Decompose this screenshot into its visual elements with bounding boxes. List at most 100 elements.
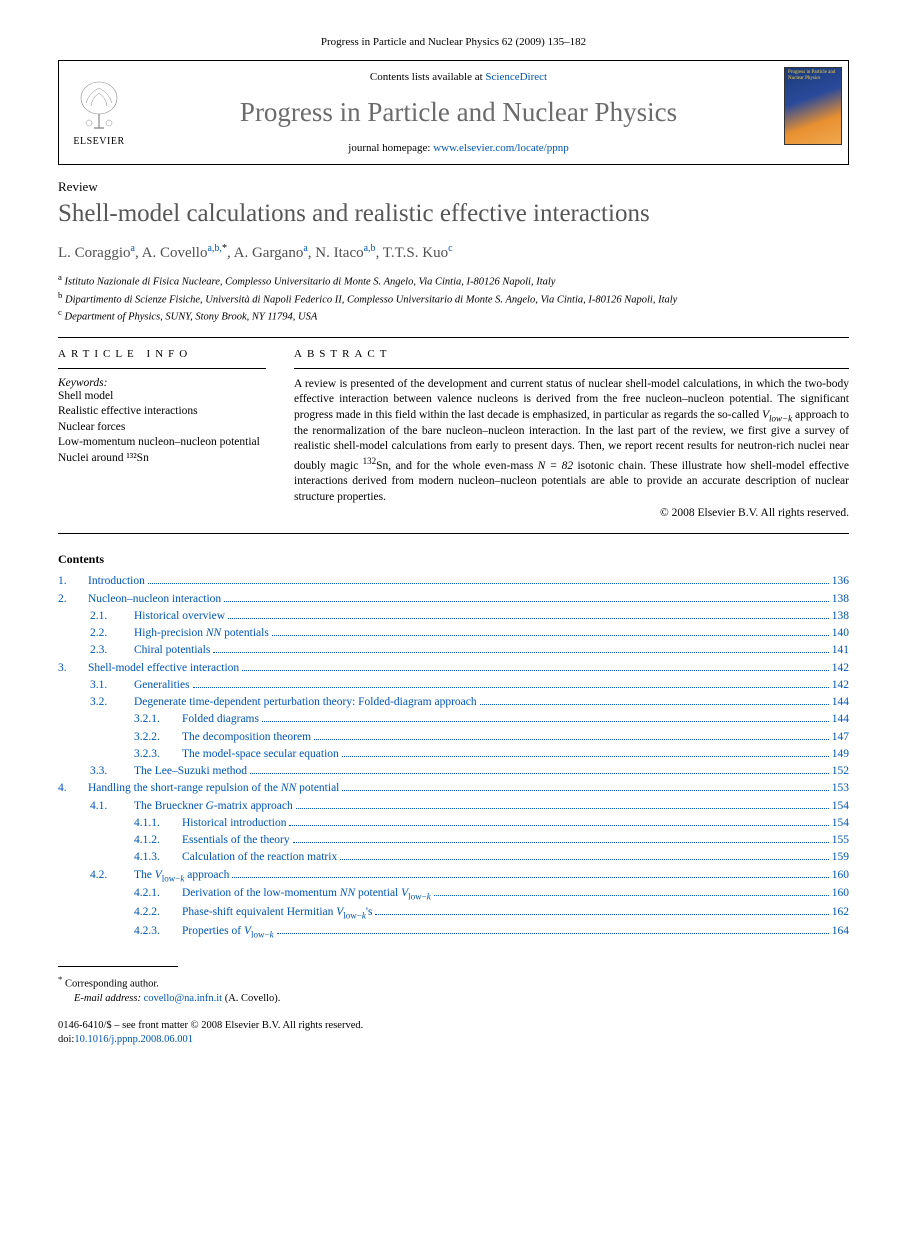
- toc-page: 153: [832, 780, 849, 797]
- abstract-heading: ABSTRACT: [294, 348, 849, 360]
- toc-entry[interactable]: 4.2.The Vlow−k approach 160: [58, 867, 849, 886]
- toc-leader-dots: [232, 877, 828, 878]
- toc-number: 2.: [58, 591, 88, 608]
- toc-title: Generalities: [134, 677, 190, 694]
- toc-page: 144: [832, 694, 849, 711]
- toc-entry[interactable]: 4.1.2.Essentials of the theory155: [58, 832, 849, 849]
- toc-title: Folded diagrams: [182, 711, 259, 728]
- keywords-label: Keywords:: [58, 377, 266, 389]
- toc-entry[interactable]: 4.1.The Brueckner G-matrix approach154: [58, 798, 849, 815]
- toc-title: Nucleon–nucleon interaction: [88, 591, 221, 608]
- toc-title: Handling the short-range repulsion of th…: [88, 780, 339, 797]
- affiliation-c: c Department of Physics, SUNY, Stony Bro…: [58, 307, 849, 323]
- toc-title: Chiral potentials: [134, 642, 210, 659]
- toc-title: Properties of Vlow−k: [182, 923, 274, 942]
- toc-entry[interactable]: 2.Nucleon–nucleon interaction138: [58, 591, 849, 608]
- toc-entry[interactable]: 3.1.Generalities 142: [58, 677, 849, 694]
- toc-title: Phase-shift equivalent Hermitian Vlow−k'…: [182, 904, 372, 923]
- author: N. Itacoa,b: [315, 245, 375, 261]
- toc-page: 136: [832, 573, 849, 590]
- toc-page: 154: [832, 815, 849, 832]
- toc-leader-dots: [289, 825, 828, 826]
- toc-entry[interactable]: 2.3.Chiral potentials141: [58, 642, 849, 659]
- toc-entry[interactable]: 3.2.Degenerate time-dependent perturbati…: [58, 694, 849, 711]
- toc-title: High-precision NN potentials: [134, 625, 269, 642]
- sciencedirect-link[interactable]: ScienceDirect: [485, 71, 547, 83]
- author: A. Covelloa,b,*: [142, 245, 227, 261]
- article-type: Review: [58, 179, 849, 195]
- keyword: Realistic effective interactions: [58, 404, 266, 420]
- toc-number: 3.2.2.: [134, 729, 182, 746]
- toc-page: 144: [832, 711, 849, 728]
- toc-number: 3.1.: [90, 677, 134, 694]
- email-link[interactable]: covello@na.infn.it: [144, 993, 222, 1004]
- journal-info: Contents lists available at ScienceDirec…: [139, 61, 778, 164]
- toc-page: 142: [832, 660, 849, 677]
- toc-leader-dots: [314, 739, 829, 740]
- toc-page: 160: [832, 867, 849, 884]
- elsevier-tree-icon: [74, 78, 124, 133]
- toc-number: 2.2.: [90, 625, 134, 642]
- toc-entry[interactable]: 4.2.3.Properties of Vlow−k 164: [58, 923, 849, 942]
- toc-page: 142: [832, 677, 849, 694]
- toc-leader-dots: [250, 773, 829, 774]
- toc-entry[interactable]: 3.2.3.The model-space secular equation14…: [58, 746, 849, 763]
- citation-header: Progress in Particle and Nuclear Physics…: [58, 36, 849, 48]
- toc-entry[interactable]: 3.3.The Lee–Suzuki method152: [58, 763, 849, 780]
- toc-page: 138: [832, 608, 849, 625]
- author-list: L. Coraggioa, A. Covelloa,b,*, A. Gargan…: [58, 243, 849, 262]
- issn-line: 0146-6410/$ – see front matter © 2008 El…: [58, 1019, 849, 1033]
- contents-heading: Contents: [58, 552, 849, 567]
- toc-leader-dots: [375, 914, 828, 915]
- elsevier-logo: ELSEVIER: [59, 61, 139, 164]
- author: T.T.S. Kuoc: [383, 245, 453, 261]
- journal-title: Progress in Particle and Nuclear Physics: [240, 97, 677, 128]
- toc-entry[interactable]: 3.Shell-model effective interaction 142: [58, 660, 849, 677]
- abstract-col: ABSTRACT A review is presented of the de…: [294, 348, 849, 520]
- toc-entry[interactable]: 2.2.High-precision NN potentials140: [58, 625, 849, 642]
- toc-number: 4.1.3.: [134, 849, 182, 866]
- toc-title: The Vlow−k approach: [134, 867, 229, 886]
- toc-number: 4.2.2.: [134, 904, 182, 921]
- toc-leader-dots: [340, 859, 829, 860]
- divider: [58, 533, 849, 534]
- toc-entry[interactable]: 2.1.Historical overview138: [58, 608, 849, 625]
- toc-leader-dots: [434, 895, 829, 896]
- toc-number: 4.1.1.: [134, 815, 182, 832]
- toc-page: 160: [832, 885, 849, 902]
- affiliation-a: a Istituto Nazionale di Fisica Nucleare,…: [58, 272, 849, 288]
- toc-title: The Brueckner G-matrix approach: [134, 798, 293, 815]
- toc-number: 3.2.1.: [134, 711, 182, 728]
- toc-number: 4.: [58, 780, 88, 797]
- toc-page: 141: [832, 642, 849, 659]
- corresponding-author-note: * Corresponding author.: [58, 973, 849, 992]
- homepage-link[interactable]: www.elsevier.com/locate/ppnp: [433, 142, 569, 154]
- toc-leader-dots: [242, 670, 829, 671]
- toc-number: 4.1.: [90, 798, 134, 815]
- toc-entry[interactable]: 3.2.2.The decomposition theorem147: [58, 729, 849, 746]
- toc-entry[interactable]: 4.1.1.Historical introduction154: [58, 815, 849, 832]
- toc-number: 3.: [58, 660, 88, 677]
- toc-entry[interactable]: 4.1.3.Calculation of the reaction matrix…: [58, 849, 849, 866]
- toc-entry[interactable]: 3.2.1.Folded diagrams 144: [58, 711, 849, 728]
- toc-number: 3.3.: [90, 763, 134, 780]
- toc-leader-dots: [213, 652, 828, 653]
- toc-entry[interactable]: 4.2.1.Derivation of the low-momentum NN …: [58, 885, 849, 904]
- toc-title: Calculation of the reaction matrix: [182, 849, 337, 866]
- toc-entry[interactable]: 1.Introduction136: [58, 573, 849, 590]
- doi-link[interactable]: 10.1016/j.ppnp.2008.06.001: [74, 1034, 193, 1045]
- toc-entry[interactable]: 4.Handling the short-range repulsion of …: [58, 780, 849, 797]
- toc-leader-dots: [277, 933, 829, 934]
- toc-number: 4.2.: [90, 867, 134, 884]
- toc-title: Shell-model effective interaction: [88, 660, 239, 677]
- article-info-heading: ARTICLE INFO: [58, 348, 266, 360]
- contents-available: Contents lists available at ScienceDirec…: [370, 71, 547, 83]
- toc-page: 164: [832, 923, 849, 940]
- footnote-divider: [58, 966, 178, 967]
- email-note: E-mail address: covello@na.infn.it (A. C…: [58, 992, 849, 1007]
- toc-number: 4.2.1.: [134, 885, 182, 902]
- toc-number: 4.2.3.: [134, 923, 182, 940]
- toc-leader-dots: [193, 687, 829, 688]
- toc-title: Historical overview: [134, 608, 225, 625]
- toc-entry[interactable]: 4.2.2.Phase-shift equivalent Hermitian V…: [58, 904, 849, 923]
